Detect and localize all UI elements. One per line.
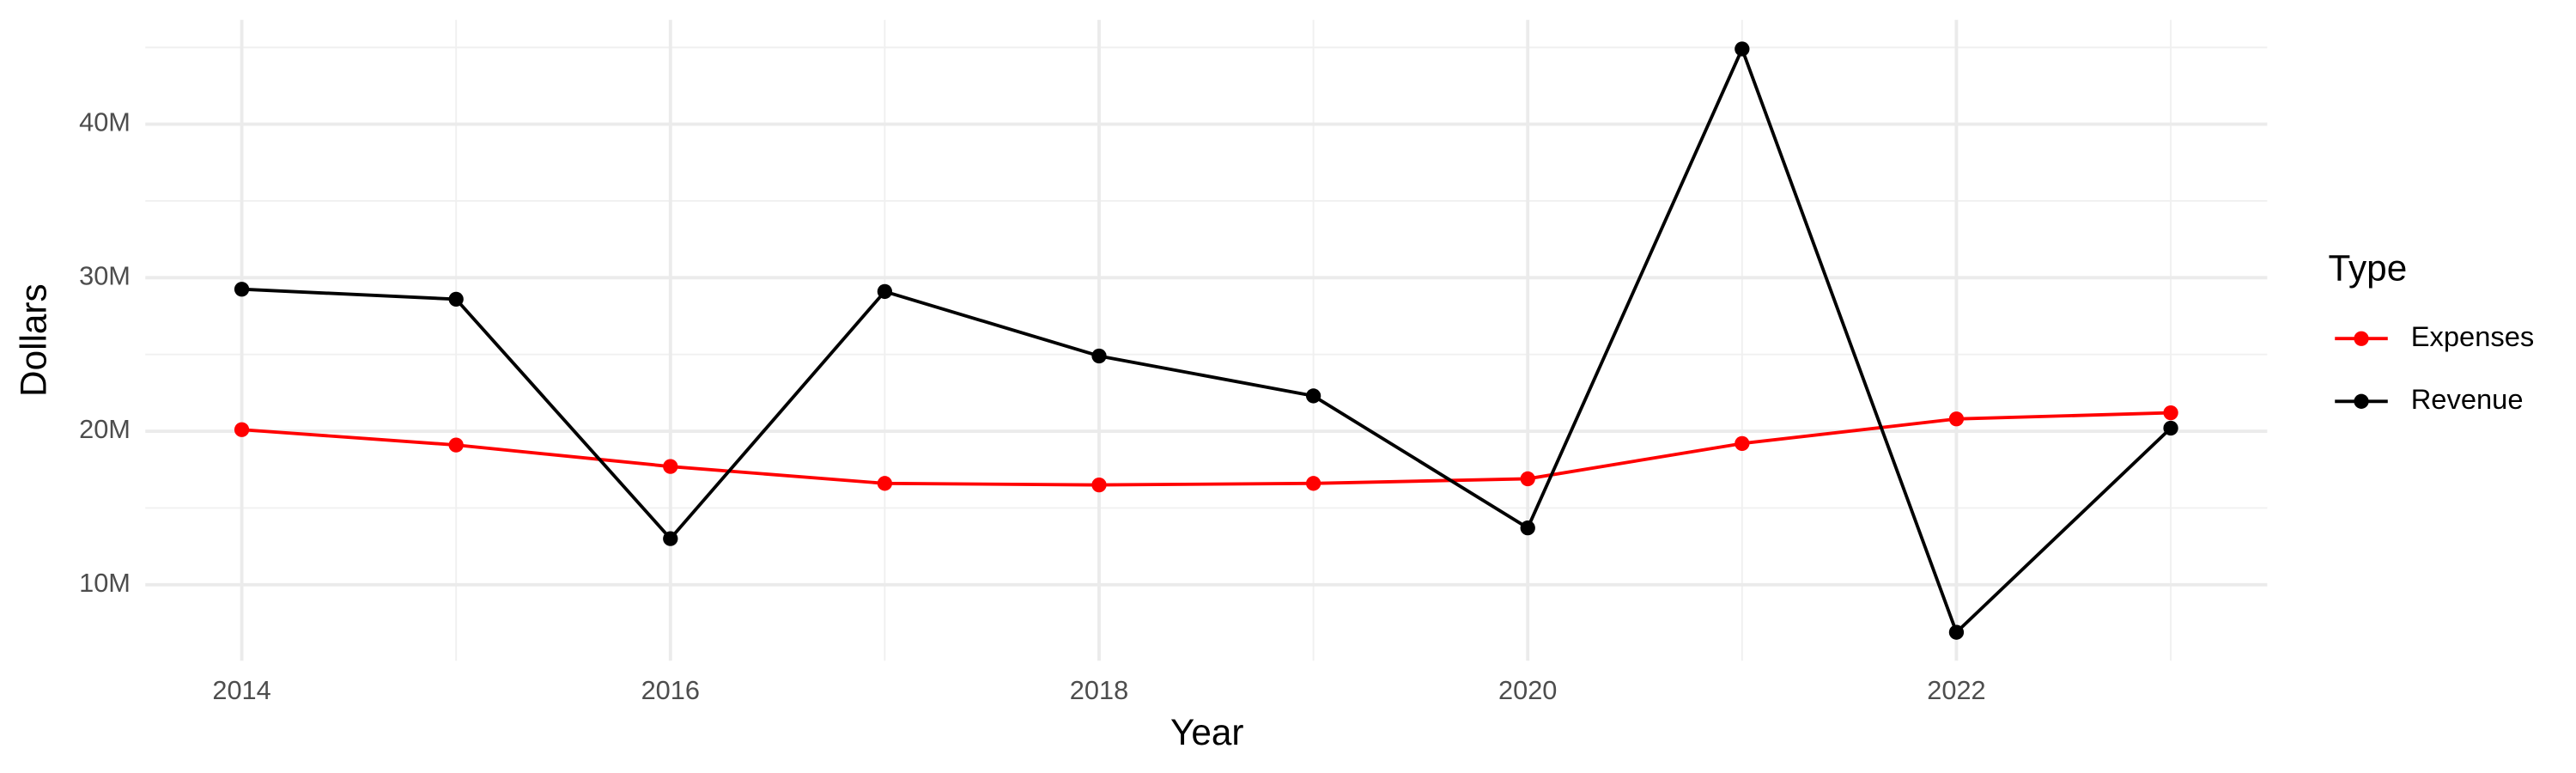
data-point (1948, 624, 1965, 640)
legend-label: Expenses (2411, 320, 2535, 352)
data-point (1305, 476, 1321, 491)
x-tick-label: 2014 (212, 675, 270, 705)
data-point (2163, 420, 2178, 436)
x-tick-label: 2016 (641, 675, 700, 705)
grid (145, 20, 2268, 661)
series-line (241, 411, 2172, 487)
legend-label: Revenue (2411, 383, 2524, 415)
data-point (877, 476, 893, 491)
data-point (448, 437, 464, 453)
y-tick-label: 40M (79, 107, 131, 137)
data-point (1305, 388, 1321, 404)
x-tick-label: 2020 (1498, 675, 1557, 705)
data-point (234, 422, 250, 437)
data-point (1735, 435, 1750, 451)
x-axis-title: Year (1170, 712, 1243, 752)
data-point (1520, 471, 1535, 487)
data-point (2163, 405, 2178, 421)
data-point (1948, 411, 1965, 427)
legend-key-point (2354, 331, 2369, 346)
y-tick-label: 20M (79, 414, 131, 444)
x-tick-label: 2018 (1070, 675, 1128, 705)
legend-key-point (2354, 393, 2369, 409)
y-tick-label: 30M (79, 260, 131, 290)
series-line (241, 44, 2172, 636)
legend-title: Type (2329, 248, 2408, 289)
data-point (663, 459, 678, 474)
data-point (448, 291, 464, 307)
y-tick-label: 10M (79, 568, 131, 598)
data-point (1091, 348, 1107, 364)
data-point (877, 283, 893, 300)
data-point (1091, 477, 1107, 493)
data-point (663, 531, 678, 546)
data-point (1520, 520, 1535, 536)
data-point (1735, 41, 1750, 57)
y-axis-title: Dollars (13, 283, 53, 397)
x-tick-label: 2022 (1927, 675, 1985, 705)
data-point (234, 282, 250, 297)
